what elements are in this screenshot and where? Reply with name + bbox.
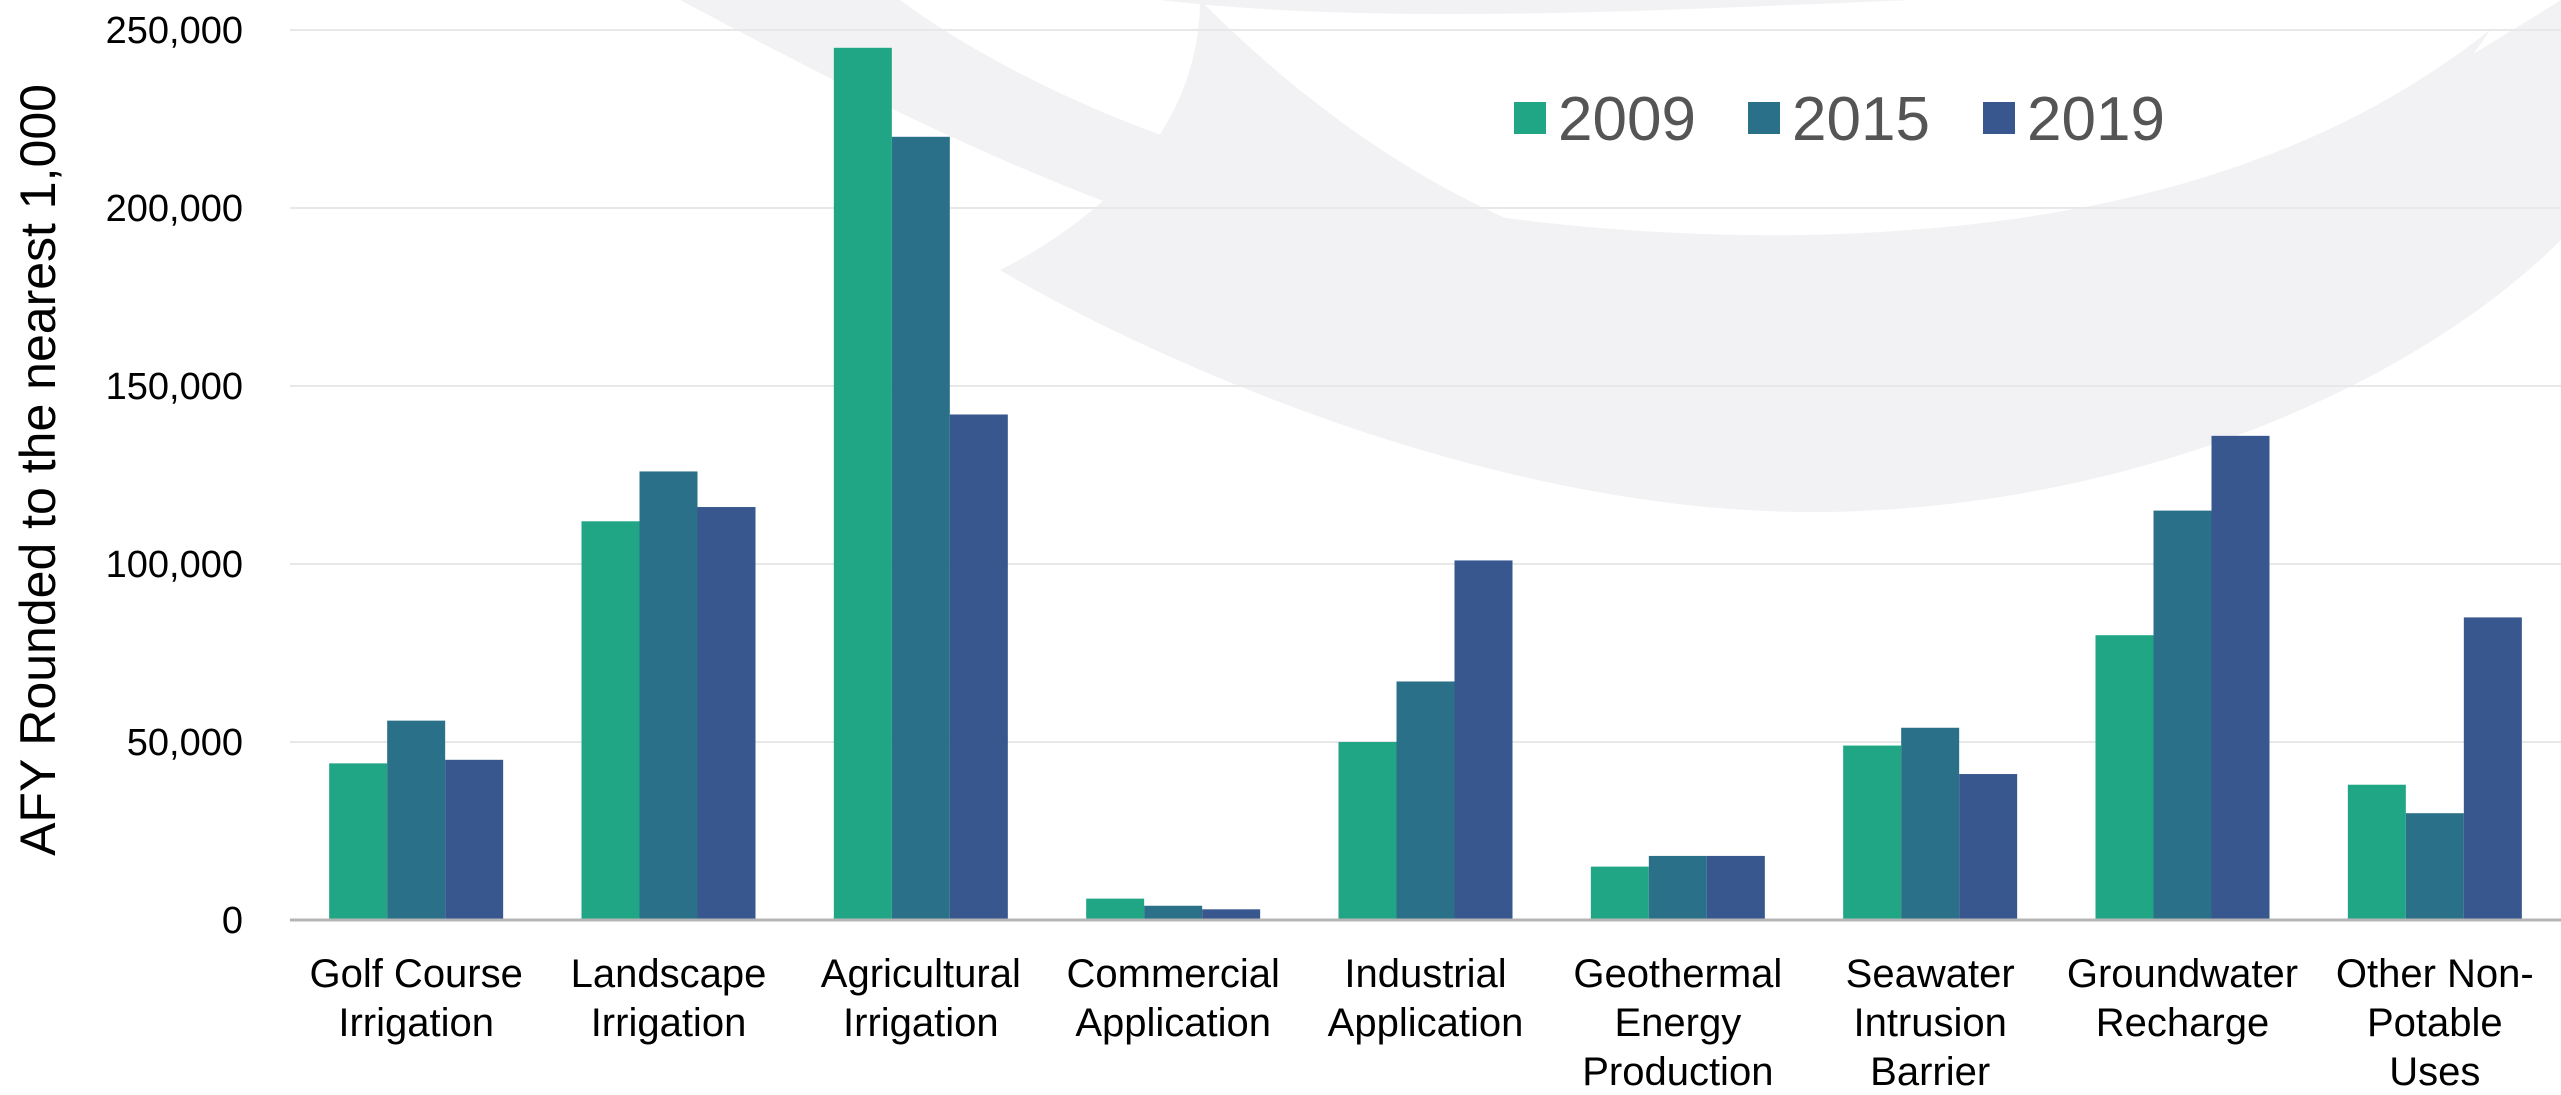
- bar-2019-4: [1454, 560, 1513, 920]
- y-tick-label: 100,000: [106, 544, 243, 586]
- x-category-label: Intrusion: [1853, 1001, 2006, 1045]
- y-axis-title: AFY Rounded to the nearest 1,000: [10, 84, 66, 856]
- x-category-label: Application: [1328, 1001, 1524, 1045]
- bar-2015-6: [1901, 727, 1960, 920]
- bar-2015-7: [2153, 510, 2212, 920]
- bar-2009-5: [1590, 866, 1649, 920]
- bar-2009-0: [329, 763, 388, 920]
- x-category-label: Other Non-: [2336, 952, 2534, 996]
- bar-2019-3: [1202, 909, 1261, 920]
- x-category-label: Agricultural: [821, 952, 1021, 996]
- bar-2015-5: [1648, 855, 1707, 920]
- bar-2019-1: [697, 507, 756, 920]
- bar-2019-6: [1959, 774, 2018, 920]
- x-category-label: Geothermal: [1573, 952, 1782, 996]
- x-category-label: Uses: [2389, 1050, 2480, 1094]
- x-category-label: Industrial: [1344, 952, 1506, 996]
- x-category-label: Seawater: [1846, 952, 2015, 996]
- x-category-label: Application: [1075, 1001, 1271, 1045]
- bar-2009-8: [2347, 784, 2406, 920]
- x-category-label: Irrigation: [591, 1001, 747, 1045]
- bar-2015-4: [1396, 681, 1455, 920]
- bar-2019-2: [949, 414, 1008, 920]
- bar-2009-1: [581, 521, 640, 920]
- y-tick-label: 250,000: [106, 10, 243, 52]
- x-category-label: Energy: [1614, 1001, 1741, 1045]
- x-category-label: Barrier: [1870, 1050, 1990, 1094]
- x-category-label: Irrigation: [843, 1001, 999, 1045]
- y-tick-label: 50,000: [127, 722, 243, 764]
- legend-label-2015: 2015: [1792, 85, 1930, 154]
- legend-swatch-2009: [1514, 102, 1546, 134]
- bars: [329, 47, 2522, 921]
- bar-2019-0: [445, 759, 504, 920]
- bar-2015-1: [639, 471, 698, 920]
- bar-2009-6: [1843, 745, 1902, 920]
- x-category-label: Production: [1582, 1050, 1773, 1094]
- legend: 2009 2015 2019: [1514, 85, 2165, 154]
- x-category-labels: Golf Course Irrigation Landscape Irrigation…: [309, 952, 2533, 1094]
- bar-2009-4: [1338, 742, 1397, 920]
- x-category-label: Groundwater: [2067, 952, 2298, 996]
- background-watermark: [680, 0, 2561, 513]
- bar-2019-8: [2463, 617, 2522, 920]
- x-category-label: Potable: [2367, 1001, 2503, 1045]
- x-category-label: Golf Course: [309, 952, 522, 996]
- bar-2009-7: [2095, 635, 2154, 920]
- y-tick-label: 0: [222, 900, 243, 942]
- bar-2015-3: [1144, 905, 1203, 920]
- bar-2009-3: [1086, 898, 1145, 920]
- legend-swatch-2019: [1983, 102, 2015, 134]
- bar-2015-0: [387, 720, 446, 920]
- bar-2019-5: [1706, 855, 1765, 920]
- legend-label-2009: 2009: [1558, 85, 1696, 154]
- y-tick-labels: 0 50,000 100,000 150,000 200,000 250,000: [106, 10, 243, 942]
- bar-2015-2: [891, 136, 950, 921]
- bar-2015-8: [2405, 813, 2464, 920]
- legend-swatch-2015: [1748, 102, 1780, 134]
- x-category-label: Commercial: [1066, 952, 1279, 996]
- x-category-label: Irrigation: [338, 1001, 494, 1045]
- legend-label-2019: 2019: [2027, 85, 2165, 154]
- y-tick-label: 150,000: [106, 366, 243, 408]
- x-category-label: Recharge: [2096, 1001, 2269, 1045]
- bar-2019-7: [2211, 435, 2270, 920]
- x-category-label: Landscape: [571, 952, 767, 996]
- y-tick-label: 200,000: [106, 188, 243, 230]
- bar-2009-2: [833, 47, 892, 921]
